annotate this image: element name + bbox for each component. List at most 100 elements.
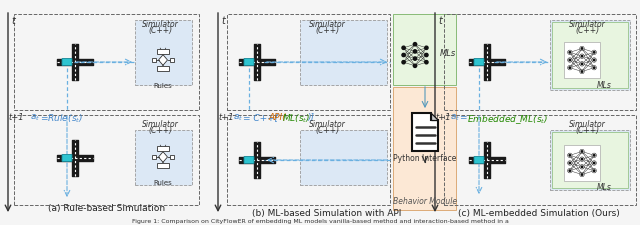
Bar: [444, 115, 636, 205]
Text: ML($s_t$): ML($s_t$): [282, 112, 310, 125]
Circle shape: [413, 51, 417, 54]
Circle shape: [425, 47, 428, 50]
Polygon shape: [431, 113, 438, 121]
FancyBboxPatch shape: [474, 59, 484, 66]
Text: t: t: [438, 16, 442, 26]
Circle shape: [425, 54, 428, 57]
Circle shape: [402, 47, 405, 50]
Polygon shape: [159, 56, 168, 66]
Text: (C++): (C++): [575, 126, 599, 134]
Text: Simulator: Simulator: [141, 119, 179, 128]
Text: t+1: t+1: [435, 112, 451, 122]
Bar: [550, 130, 630, 190]
Text: =: =: [460, 112, 470, 122]
Text: (c) ML-embedded Simulation (Ours): (c) ML-embedded Simulation (Ours): [458, 208, 620, 217]
Bar: [564, 146, 600, 181]
Circle shape: [402, 54, 405, 57]
Bar: [300, 130, 387, 185]
FancyBboxPatch shape: [62, 59, 72, 66]
Text: (b) ML-based Simulation with API: (b) ML-based Simulation with API: [252, 208, 402, 217]
Bar: [564, 43, 600, 78]
Text: t+1: t+1: [218, 112, 234, 122]
Bar: [300, 21, 387, 86]
Polygon shape: [412, 113, 438, 151]
Circle shape: [593, 169, 596, 173]
Circle shape: [413, 58, 417, 61]
Circle shape: [593, 59, 596, 63]
Text: Rules: Rules: [154, 83, 172, 89]
Circle shape: [593, 162, 596, 165]
Text: Simulator: Simulator: [141, 20, 179, 29]
Text: $a_t$: $a_t$: [30, 112, 40, 123]
FancyBboxPatch shape: [152, 58, 156, 63]
Text: (C++): (C++): [315, 126, 339, 134]
Circle shape: [580, 158, 584, 161]
Polygon shape: [159, 152, 168, 162]
Text: MLs: MLs: [596, 182, 611, 191]
Text: (a) Rule-based Simulation: (a) Rule-based Simulation: [49, 203, 166, 212]
Text: $a_t$: $a_t$: [450, 112, 460, 123]
FancyBboxPatch shape: [157, 50, 168, 55]
Text: Rules: Rules: [154, 179, 172, 185]
FancyBboxPatch shape: [62, 155, 72, 162]
Bar: [14, 115, 199, 205]
Text: $a_t$: $a_t$: [233, 112, 243, 123]
Circle shape: [568, 162, 572, 165]
Circle shape: [580, 173, 584, 176]
Circle shape: [580, 70, 584, 74]
Circle shape: [568, 154, 572, 157]
Bar: [135, 130, 192, 185]
Text: Figure 1: Comparison on CityFlowER of embedding ML models vanilla-based method a: Figure 1: Comparison on CityFlowER of em…: [132, 218, 508, 223]
Text: (C++): (C++): [148, 26, 172, 35]
Circle shape: [593, 51, 596, 55]
FancyBboxPatch shape: [244, 59, 254, 66]
FancyBboxPatch shape: [170, 58, 175, 63]
Circle shape: [580, 165, 584, 169]
Text: Python Interface: Python Interface: [394, 153, 457, 162]
FancyBboxPatch shape: [157, 146, 168, 152]
Text: Embedded_ML($s_t$): Embedded_ML($s_t$): [467, 112, 548, 125]
Bar: [552, 132, 628, 188]
Circle shape: [568, 59, 572, 63]
Bar: [227, 115, 390, 205]
FancyBboxPatch shape: [157, 66, 168, 72]
Circle shape: [568, 169, 572, 173]
Bar: [227, 15, 390, 110]
Text: Simulator: Simulator: [308, 119, 346, 128]
FancyBboxPatch shape: [157, 163, 168, 168]
FancyBboxPatch shape: [244, 157, 254, 164]
Circle shape: [593, 67, 596, 70]
Text: t: t: [221, 16, 225, 26]
Text: (C++): (C++): [315, 26, 339, 35]
Bar: [393, 15, 456, 86]
Bar: [550, 21, 630, 91]
Text: t: t: [11, 16, 15, 26]
Text: (C++): (C++): [575, 26, 599, 35]
Text: MLs: MLs: [440, 48, 456, 57]
Text: MLs: MLs: [596, 81, 611, 90]
Circle shape: [580, 47, 584, 51]
Text: Behavior Module: Behavior Module: [393, 196, 457, 205]
FancyBboxPatch shape: [474, 157, 484, 164]
Text: Simulator: Simulator: [568, 20, 605, 29]
Circle shape: [593, 154, 596, 157]
Circle shape: [425, 61, 428, 65]
Circle shape: [580, 63, 584, 66]
FancyBboxPatch shape: [152, 155, 156, 160]
Circle shape: [568, 67, 572, 70]
Bar: [135, 21, 192, 86]
Bar: [14, 15, 199, 110]
Text: API(: API(: [268, 112, 285, 122]
Text: Simulator: Simulator: [568, 119, 605, 128]
Circle shape: [580, 150, 584, 153]
Bar: [393, 88, 456, 210]
Circle shape: [413, 43, 417, 47]
Circle shape: [402, 61, 405, 65]
Circle shape: [580, 55, 584, 59]
Bar: [444, 15, 636, 110]
Text: )]: )]: [308, 112, 315, 122]
Text: = C++[: = C++[: [243, 112, 278, 122]
Circle shape: [568, 51, 572, 55]
Text: Simulator: Simulator: [308, 20, 346, 29]
Text: (C++): (C++): [148, 126, 172, 134]
